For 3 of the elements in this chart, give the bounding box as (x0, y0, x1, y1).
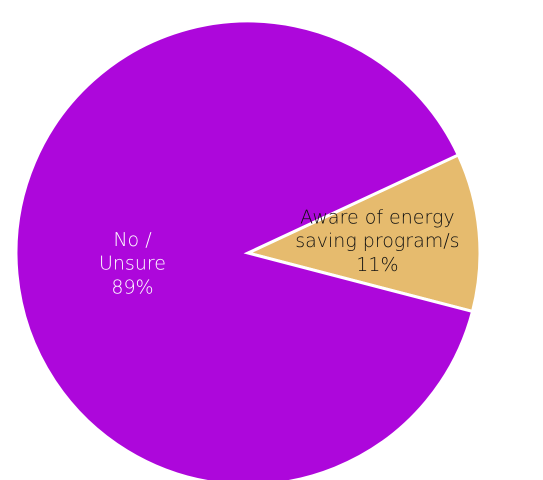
data-label: 89% (111, 276, 154, 298)
data-label: 11% (356, 254, 399, 276)
slice-label: No / Unsure (98, 228, 166, 275)
